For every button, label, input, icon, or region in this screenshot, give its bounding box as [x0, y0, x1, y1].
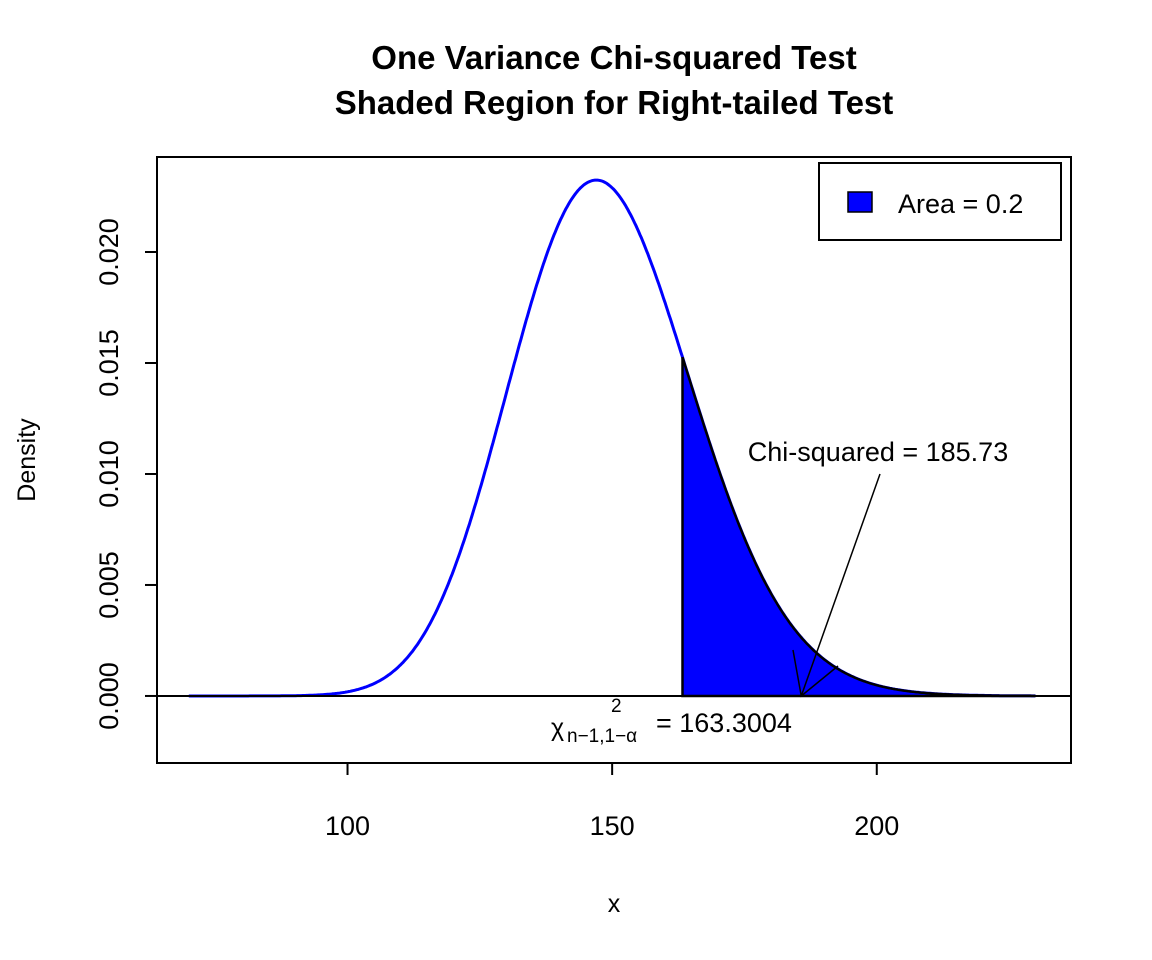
x-axis-label: x	[608, 890, 621, 918]
x-tick-label: 100	[325, 811, 370, 841]
y-tick-label: 0.000	[94, 662, 124, 730]
arrow-head	[792, 649, 839, 698]
legend-swatch	[847, 191, 873, 213]
x-tick-label: 200	[854, 811, 899, 841]
critical-value-text: = 163.3004	[656, 708, 792, 738]
test-statistic-arrow	[800, 473, 881, 697]
critical-value-label: χ n−1,1−α 2 = 163.3004	[551, 696, 792, 747]
critical-subscript: n−1,1−α	[567, 726, 637, 747]
chart-subtitle: Shaded Region for Right-tailed Test	[335, 84, 894, 121]
y-tick-label: 0.020	[94, 218, 124, 286]
legend: Area = 0.2	[818, 162, 1062, 241]
y-tick-label: 0.005	[94, 551, 124, 619]
y-tick-label: 0.010	[94, 440, 124, 508]
y-axis-label: Density	[13, 418, 41, 502]
legend-label: Area = 0.2	[898, 189, 1023, 219]
critical-symbol: χ	[551, 714, 564, 742]
chart-title: One Variance Chi-squared Test	[371, 39, 856, 76]
x-tick-label: 150	[590, 811, 635, 841]
test-statistic-label: Chi-squared = 185.73	[748, 437, 1008, 467]
shaded-rejection-region	[681, 356, 1036, 698]
critical-superscript: 2	[611, 696, 622, 717]
y-tick-label: 0.015	[94, 329, 124, 397]
